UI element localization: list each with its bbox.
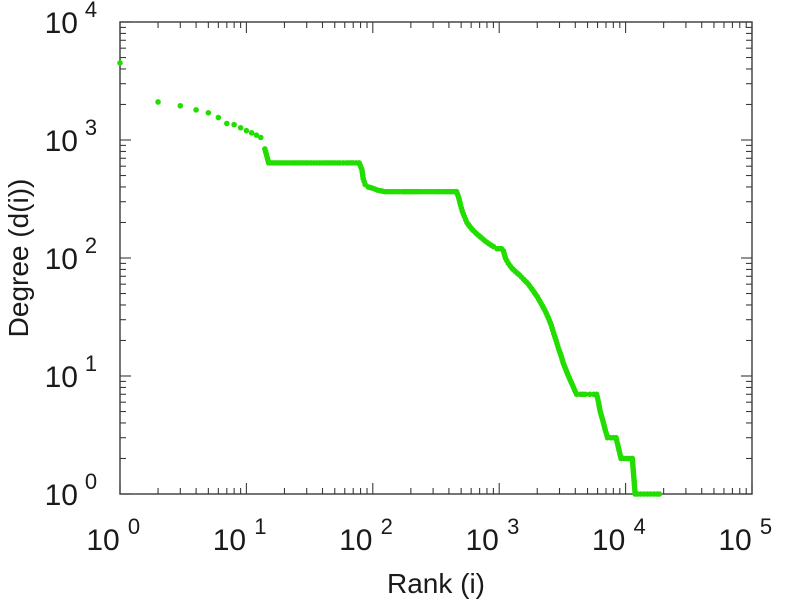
y-tick-labels: 10 0 10 1 10 2 10 3 10 4	[45, 0, 98, 512]
y-tick-exponent: 0	[85, 469, 97, 494]
data-point	[231, 121, 237, 128]
y-axis-label: Degree (d(i))	[3, 179, 34, 338]
data-point	[224, 120, 230, 127]
data-point	[258, 134, 264, 141]
data-point	[215, 114, 222, 121]
y-tick-label: 10	[45, 243, 78, 276]
x-tick-labels: 10 0 10 1 10 2 10 3 10 4 10 5	[86, 514, 772, 557]
x-tick-exponent: 0	[128, 514, 140, 539]
y-tick-label: 10	[45, 7, 78, 40]
x-axis-label: Rank (i)	[387, 568, 485, 599]
x-tick-exponent: 5	[760, 514, 772, 539]
x-tick-label: 10	[213, 524, 246, 557]
y-tick-exponent: 2	[85, 233, 97, 258]
y-tick-label: 10	[45, 479, 78, 512]
axis-ticks	[119, 21, 753, 495]
data-point	[193, 107, 199, 113]
data-point	[117, 60, 123, 66]
data-point	[573, 391, 580, 398]
data-point	[237, 124, 244, 131]
data-point	[243, 127, 250, 134]
plot-frame	[119, 21, 753, 495]
x-tick-label: 10	[86, 524, 119, 557]
y-tick-exponent: 1	[85, 351, 97, 376]
y-tick-label: 10	[45, 361, 78, 394]
y-tick-label: 10	[45, 125, 78, 158]
data-point	[582, 391, 589, 398]
data-point	[177, 102, 184, 109]
y-tick-exponent: 4	[85, 0, 97, 22]
x-tick-label: 10	[592, 524, 625, 557]
x-tick-label: 10	[339, 524, 372, 557]
x-tick-label: 10	[466, 524, 499, 557]
data-points	[117, 60, 663, 497]
data-point	[155, 99, 161, 105]
data-point	[248, 130, 255, 136]
data-point	[586, 391, 593, 398]
x-tick-exponent: 2	[381, 514, 393, 539]
x-tick-exponent: 3	[507, 514, 519, 539]
x-tick-exponent: 1	[254, 514, 266, 539]
x-tick-label: 10	[718, 524, 751, 557]
data-point	[253, 132, 260, 138]
y-tick-exponent: 3	[85, 115, 97, 140]
data-point	[656, 491, 663, 497]
data-point	[205, 110, 212, 116]
x-tick-exponent: 4	[633, 514, 645, 539]
